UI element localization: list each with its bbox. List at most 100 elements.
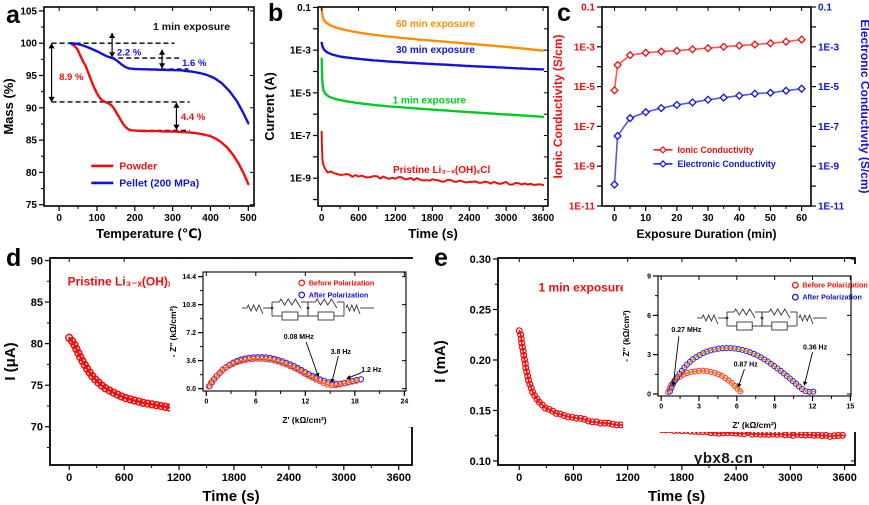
svg-text:Mass (%): Mass (%) <box>1 78 16 134</box>
svg-text:1E-3: 1E-3 <box>818 42 840 53</box>
svg-text:1E-5: 1E-5 <box>818 82 840 93</box>
svg-text:1 min exposure: 1 min exposure <box>393 96 467 107</box>
svg-text:Ionic Conductivity (S/cm): Ionic Conductivity (S/cm) <box>551 34 565 178</box>
svg-text:1E-11: 1E-11 <box>818 202 845 213</box>
svg-text:300: 300 <box>164 213 181 224</box>
svg-text:1E-9: 1E-9 <box>290 174 312 185</box>
svg-text:Powder: Powder <box>119 161 157 173</box>
svg-text:I (μA): I (μA) <box>2 342 19 380</box>
svg-text:9: 9 <box>647 273 651 280</box>
svg-text:80: 80 <box>31 338 43 350</box>
svg-text:Time (s): Time (s) <box>648 488 705 505</box>
svg-text:95: 95 <box>26 71 38 82</box>
tga-mass-chart: 1 min exposure 2.2 % 1.6 % 8.9 % 4.4 % Powder… <box>1 6 257 241</box>
svg-text:90: 90 <box>26 103 38 114</box>
svg-text:500: 500 <box>240 213 257 224</box>
svg-text:6: 6 <box>735 404 739 411</box>
current-vs-time-log-chart: 60 min exposure 30 min exposure 1 min expo… <box>262 3 555 241</box>
svg-text:3600: 3600 <box>532 213 555 224</box>
conductivity-vs-exposure-chart: Ionic Conductivity Electronic Conductivit… <box>551 3 869 242</box>
svg-text:60: 60 <box>796 213 808 224</box>
svg-text:1E-5: 1E-5 <box>290 88 312 99</box>
svg-text:1E-7: 1E-7 <box>574 122 596 133</box>
svg-text:1800: 1800 <box>421 213 444 224</box>
svg-text:70: 70 <box>31 422 43 434</box>
svg-text:- Z'' (kΩ/cm²): - Z'' (kΩ/cm²) <box>168 306 178 358</box>
svg-text:Electronic Conductivity: Electronic Conductivity <box>677 159 775 169</box>
svg-text:1E-7: 1E-7 <box>818 122 840 133</box>
svg-text:Z' (kΩ/cm²): Z' (kΩ/cm²) <box>282 415 326 425</box>
svg-text:0: 0 <box>647 391 651 398</box>
svg-text:2400: 2400 <box>724 472 748 484</box>
svg-text:0: 0 <box>612 213 618 224</box>
panel-label-d: d <box>6 244 22 272</box>
svg-text:0: 0 <box>66 472 72 484</box>
svg-text:50: 50 <box>765 213 777 224</box>
svg-text:0.36 Hz: 0.36 Hz <box>803 344 828 351</box>
svg-text:0: 0 <box>659 404 663 411</box>
svg-text:10.8: 10.8 <box>182 302 196 309</box>
svg-text:Time (s): Time (s) <box>202 488 259 505</box>
svg-text:1 min exposure: 1 min exposure <box>538 280 626 294</box>
panel-label-b: b <box>268 0 284 27</box>
svg-text:0: 0 <box>204 399 208 406</box>
svg-text:0: 0 <box>319 213 325 224</box>
svg-text:600: 600 <box>564 472 582 484</box>
svg-text:Current (A): Current (A) <box>262 72 277 141</box>
svg-text:Z' (kΩ/cm²): Z' (kΩ/cm²) <box>732 420 776 430</box>
nyquist-inset-1min: 0.27 MHz 0.87 Hz 0.36 Hz Before Polarizatio… <box>621 264 868 432</box>
svg-text:40: 40 <box>734 213 746 224</box>
svg-text:0.27 MHz: 0.27 MHz <box>671 327 701 334</box>
watermark: ybx8.cn <box>694 450 754 467</box>
svg-text:1800: 1800 <box>222 472 246 484</box>
svg-text:3600: 3600 <box>386 472 410 484</box>
svg-text:Before Polarization: Before Polarization <box>309 278 375 287</box>
svg-text:4.4 %: 4.4 % <box>181 112 206 123</box>
svg-text:Exposure Duration (min): Exposure Duration (min) <box>636 227 776 241</box>
panel-label-e: e <box>434 244 448 272</box>
svg-text:0.87 Hz: 0.87 Hz <box>734 361 759 368</box>
svg-text:100: 100 <box>20 39 37 50</box>
svg-text:0: 0 <box>56 213 62 224</box>
svg-text:Electronic Conductivity (S/cm): Electronic Conductivity (S/cm) <box>858 19 869 193</box>
svg-text:3000: 3000 <box>495 213 518 224</box>
svg-text:2400: 2400 <box>458 213 481 224</box>
svg-text:20: 20 <box>671 213 683 224</box>
svg-text:0: 0 <box>516 472 522 484</box>
svg-text:Temperature (℃): Temperature (℃) <box>96 226 202 241</box>
svg-text:75: 75 <box>31 380 43 392</box>
svg-text:0.08 MHz: 0.08 MHz <box>284 334 314 341</box>
svg-text:- Z'' (kΩ/cm²): - Z'' (kΩ/cm²) <box>621 310 631 362</box>
svg-text:1800: 1800 <box>670 472 694 484</box>
svg-text:85: 85 <box>26 136 38 147</box>
svg-text:100: 100 <box>89 213 106 224</box>
panel-label-a: a <box>6 1 20 29</box>
svg-text:30: 30 <box>702 213 714 224</box>
svg-text:3.8 Hz: 3.8 Hz <box>331 349 352 356</box>
svg-text:600: 600 <box>350 213 367 224</box>
svg-text:12: 12 <box>301 399 309 406</box>
svg-text:1 min exposure: 1 min exposure <box>153 21 230 33</box>
svg-text:2400: 2400 <box>277 472 301 484</box>
svg-text:10: 10 <box>640 213 652 224</box>
svg-text:1E-7: 1E-7 <box>290 131 312 142</box>
svg-text:24: 24 <box>400 399 408 406</box>
svg-text:60 min exposure: 60 min exposure <box>396 19 475 30</box>
svg-text:3000: 3000 <box>778 472 802 484</box>
svg-text:18: 18 <box>351 399 359 406</box>
svg-text:3: 3 <box>697 404 701 411</box>
svg-text:After Polarization: After Polarization <box>309 290 369 299</box>
svg-text:1E-9: 1E-9 <box>818 162 840 173</box>
svg-text:3: 3 <box>647 352 651 359</box>
panel-label-c: c <box>557 0 571 27</box>
svg-text:0.10: 0.10 <box>470 456 491 468</box>
svg-text:1E-5: 1E-5 <box>574 82 596 93</box>
svg-text:30 min exposure: 30 min exposure <box>396 45 475 56</box>
svg-text:7.2: 7.2 <box>186 330 196 337</box>
svg-text:1E-3: 1E-3 <box>574 42 596 53</box>
svg-text:1.6 %: 1.6 % <box>182 58 207 69</box>
svg-text:0.1: 0.1 <box>818 3 832 14</box>
svg-text:1200: 1200 <box>167 472 191 484</box>
svg-text:200: 200 <box>126 213 143 224</box>
